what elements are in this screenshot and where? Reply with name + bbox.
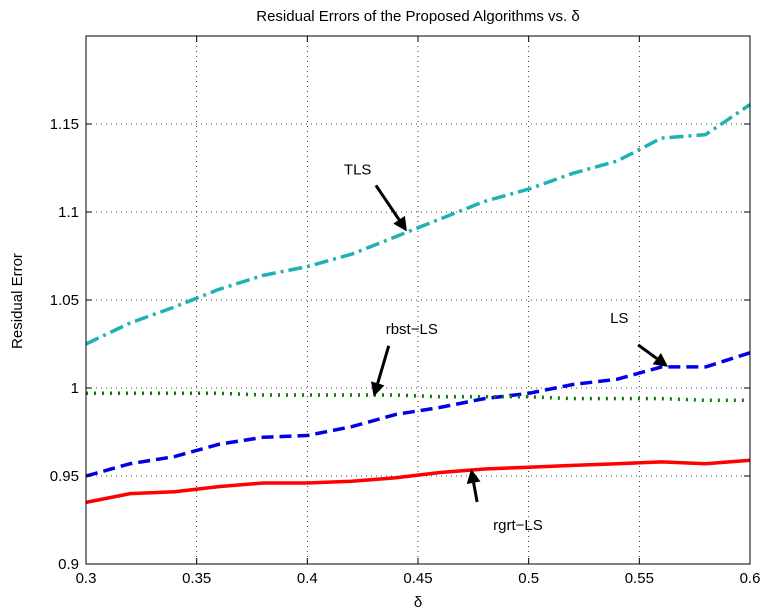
annotation-arrowhead	[652, 352, 669, 367]
x-tick-label: 0.45	[403, 570, 432, 587]
x-tick-label: 0.5	[518, 570, 539, 587]
series-lines	[85, 103, 751, 505]
y-tick-label: 1.15	[50, 116, 79, 133]
y-tick-label: 1.05	[50, 292, 79, 309]
annotation-arrow	[376, 345, 391, 384]
annotation-arrowhead	[393, 215, 407, 232]
x-tick-label: 0.3	[76, 570, 97, 587]
series-line	[86, 391, 750, 403]
annotation-label: LS	[610, 310, 628, 327]
annotation-arrowhead	[466, 468, 481, 484]
plot-area-frame	[85, 35, 751, 565]
series-line	[85, 103, 751, 346]
y-axis-label: Residual Error	[9, 253, 26, 349]
annotation-label: rgrt−LS	[493, 517, 543, 534]
annotation-label: rbst−LS	[386, 321, 438, 338]
x-tick-label: 0.35	[182, 570, 211, 587]
annotation-arrowhead	[370, 381, 385, 397]
annotations: TLS LS rbst−LS rgrt−LS	[344, 161, 669, 534]
y-tick-label: 1.1	[58, 204, 79, 221]
grid	[86, 36, 750, 564]
annotation-arrow	[472, 482, 479, 503]
y-tick-label: 1	[71, 380, 79, 397]
x-tick-label: 0.4	[297, 570, 318, 587]
series-line	[85, 458, 751, 505]
axis-ticks: 0.3 0.35 0.4 0.45 0.5 0.55 0.6 0.9 0.95 1 1.05 1.1 1…	[50, 36, 761, 587]
x-tick-label: 0.55	[625, 570, 654, 587]
chart-title: Residual Errors of the Proposed Algorith…	[256, 8, 580, 25]
annotation-arrow	[637, 343, 658, 360]
annotation-arrow	[374, 184, 401, 221]
x-axis-label: δ	[414, 594, 422, 611]
y-tick-label: 0.95	[50, 468, 79, 485]
series-line	[85, 351, 751, 478]
annotation-label: TLS	[344, 161, 372, 178]
y-tick-label: 0.9	[58, 556, 79, 573]
x-tick-label: 0.6	[740, 570, 761, 587]
